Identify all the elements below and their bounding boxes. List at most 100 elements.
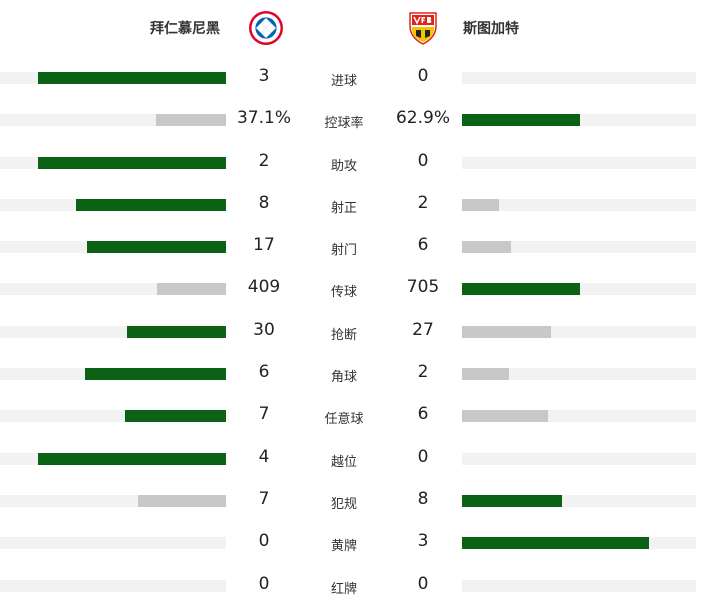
bayern-munich-crest-icon — [249, 11, 283, 45]
home-stat-bar-fill — [157, 283, 226, 296]
home-stat-bar-fill — [76, 198, 226, 211]
home-stat-value: 7 — [258, 488, 270, 509]
away-stat-bar — [462, 283, 696, 296]
stat-row: 30 抢断 27 — [0, 311, 708, 353]
stat-row: 2 助攻 0 — [0, 142, 708, 184]
stat-label: 抢断 — [330, 327, 357, 343]
home-stat-value: 37.1% — [236, 108, 291, 129]
stat-label: 控球率 — [324, 116, 364, 132]
home-stat-value: 30 — [253, 319, 275, 340]
away-stat-bar — [462, 325, 696, 338]
away-stat-bar-fill — [462, 325, 551, 338]
home-stat-bar-fill — [87, 241, 226, 254]
away-stat-value: 62.9% — [395, 108, 450, 129]
stat-label: 任意球 — [324, 412, 364, 428]
away-stat-value: 0 — [417, 150, 429, 171]
stat-label: 犯规 — [330, 496, 357, 512]
home-stat-bar-fill — [125, 410, 226, 423]
home-stat-value: 3 — [258, 66, 270, 86]
home-stat-value: 2 — [258, 150, 270, 171]
away-stat-value: 0 — [417, 66, 429, 86]
stat-label: 越位 — [330, 454, 357, 470]
stat-label: 传球 — [330, 285, 357, 301]
home-stat-bar — [0, 283, 226, 296]
away-stat-value: 27 — [412, 319, 434, 340]
away-stat-bar — [462, 494, 696, 507]
away-stat-value: 8 — [417, 488, 429, 509]
away-stat-bar — [462, 368, 696, 381]
away-stat-bar — [462, 452, 696, 465]
home-stat-bar — [0, 156, 226, 169]
away-stat-bar — [462, 410, 696, 423]
stat-row: 0 黄牌 3 — [0, 522, 708, 564]
stat-row: 7 任意球 6 — [0, 395, 708, 437]
home-stat-bar-fill — [127, 325, 226, 338]
home-stat-bar — [0, 579, 226, 592]
home-stat-bar — [0, 410, 226, 423]
away-stat-bar — [462, 241, 696, 254]
away-stat-value: 2 — [417, 192, 429, 213]
vfb-stuttgart-crest-icon — [409, 12, 437, 45]
home-stat-bar — [0, 325, 226, 338]
home-stat-bar — [0, 368, 226, 381]
stat-row: 17 射门 6 — [0, 226, 708, 268]
away-stat-value: 705 — [406, 277, 440, 298]
stat-label: 黄牌 — [330, 539, 357, 555]
home-stat-bar — [0, 198, 226, 211]
home-stat-bar-fill — [38, 72, 226, 84]
home-stat-bar — [0, 241, 226, 254]
stat-label: 助攻 — [330, 158, 357, 174]
home-stat-value: 409 — [247, 277, 281, 298]
stat-row: 409 传球 705 — [0, 268, 708, 310]
home-stat-bar — [0, 494, 226, 507]
home-stat-value: 4 — [258, 446, 270, 467]
home-stat-bar-fill — [85, 368, 226, 381]
away-stat-bar — [462, 537, 696, 550]
stat-row: 7 犯规 8 — [0, 480, 708, 522]
match-header: 拜仁慕尼黑 斯图加特 — [0, 0, 708, 58]
away-stat-bar-fill — [462, 494, 562, 507]
home-stat-bar-fill — [38, 452, 226, 465]
stat-label: 进球 — [330, 74, 357, 89]
away-stat-bar-fill — [462, 198, 499, 211]
home-stat-value: 0 — [258, 573, 270, 594]
home-stat-bar — [0, 537, 226, 550]
stat-row: 6 角球 2 — [0, 353, 708, 395]
away-stat-value: 0 — [417, 446, 429, 467]
away-stat-value: 0 — [417, 573, 429, 594]
stat-row: 0 红牌 0 — [0, 565, 708, 607]
away-stat-value: 6 — [417, 235, 429, 256]
home-stat-value: 17 — [253, 235, 275, 256]
stat-row: 4 越位 0 — [0, 438, 708, 480]
stat-label: 射门 — [330, 243, 357, 259]
stat-row: 3 进球 0 — [0, 57, 708, 99]
away-stat-bar-fill — [462, 114, 580, 127]
stat-row: 37.1% 控球率 62.9% — [0, 99, 708, 141]
away-stat-bar — [462, 114, 696, 127]
home-stat-bar-fill — [138, 494, 226, 507]
home-stat-value: 0 — [258, 531, 270, 552]
away-stat-value: 2 — [417, 362, 429, 383]
home-stat-value: 8 — [258, 192, 270, 213]
home-team-name: 拜仁慕尼黑 — [150, 21, 220, 37]
home-stat-bar-fill — [38, 156, 226, 169]
away-stat-bar — [462, 198, 696, 211]
home-stat-value: 7 — [258, 404, 270, 425]
stat-label: 红牌 — [330, 581, 357, 597]
away-stat-bar — [462, 72, 696, 84]
away-stat-value: 3 — [417, 531, 429, 552]
away-team-name: 斯图加特 — [463, 21, 519, 37]
away-stat-bar-fill — [462, 368, 509, 381]
away-stat-bar-fill — [462, 410, 548, 423]
home-stat-bar — [0, 72, 226, 84]
away-stat-bar — [462, 156, 696, 169]
away-stat-bar-fill — [462, 241, 511, 254]
stat-label: 角球 — [330, 370, 357, 386]
stat-row: 8 射正 2 — [0, 184, 708, 226]
away-stat-value: 6 — [417, 404, 429, 425]
home-stat-bar — [0, 114, 226, 127]
home-stat-bar — [0, 452, 226, 465]
home-stat-value: 6 — [258, 362, 270, 383]
away-stat-bar-fill — [462, 537, 649, 550]
stat-label: 射正 — [330, 200, 357, 216]
